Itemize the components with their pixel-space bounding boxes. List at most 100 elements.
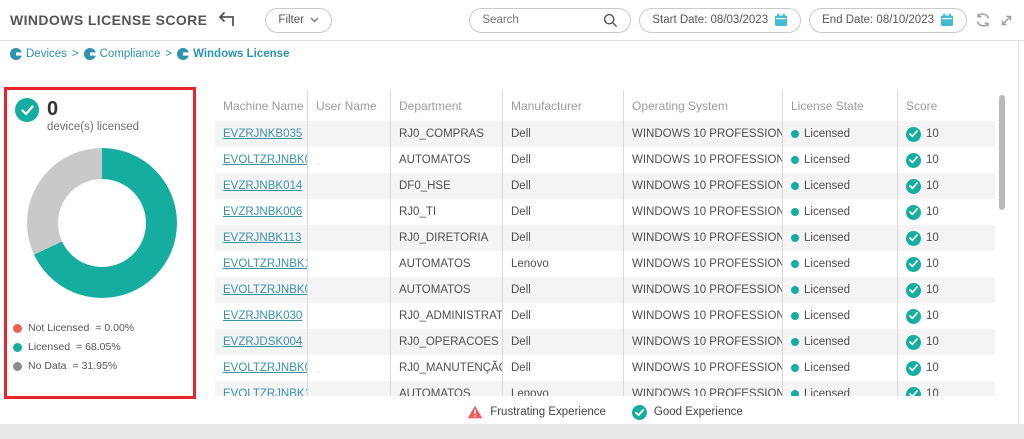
license-state-cell: Licensed [782, 329, 897, 355]
breadcrumb-label: Windows License [193, 48, 290, 60]
score-text: 10 [926, 284, 939, 296]
page-title: WINDOWS LICENSE SCORE [10, 12, 208, 28]
operating-system-cell: WINDOWS 10 PROFESSIONAL [623, 277, 782, 303]
score-text: 10 [926, 310, 939, 322]
score-text: 10 [926, 154, 939, 166]
table-row: EVZRJNBK006 RJ0_TI Dell WINDOWS 10 PROFE… [215, 199, 995, 225]
start-date-button[interactable]: Start Date: 08/03/2023 [639, 7, 802, 33]
back-arrow-icon[interactable] [217, 11, 237, 29]
score-check-icon [906, 386, 921, 396]
operating-system-cell: WINDOWS 10 PROFESSIONAL [623, 147, 782, 173]
machine-name-link[interactable]: EVZRJNBK030 [223, 310, 303, 322]
start-date-label: Start Date: 08/03/2023 [652, 14, 769, 26]
breadcrumb-label: Compliance [99, 48, 161, 60]
warning-triangle-icon [467, 405, 483, 419]
license-state-text: Licensed [804, 128, 851, 140]
manufacturer-cell: Lenovo [502, 251, 623, 277]
table-row: EVZRJNBK113 RJ0_DIRETORIA Dell WINDOWS 1… [215, 225, 995, 251]
table-scrollbar [999, 95, 1005, 395]
score-check-icon [906, 256, 921, 272]
legend-label: Licensed [28, 341, 71, 353]
manufacturer-cell: Dell [502, 173, 623, 199]
machine-name-link[interactable]: EVZRJNBK113 [223, 232, 302, 244]
filter-button[interactable]: Filter [265, 7, 332, 33]
department-cell: RJ0_OPERACOES [390, 329, 502, 355]
license-state-cell: Licensed [782, 303, 897, 329]
license-state-text: Licensed [804, 180, 851, 192]
score-cell: 10 [897, 147, 995, 173]
machine-name-link[interactable]: EVZRJNBK014 [223, 180, 303, 192]
frustrating-experience-item: Frustrating Experience [467, 405, 606, 419]
manufacturer-cell: Dell [502, 121, 623, 147]
score-check-icon [906, 334, 921, 350]
license-state-text: Licensed [804, 154, 851, 166]
column-header-manufacturer: Manufacturer [502, 90, 623, 121]
check-circle-icon [15, 98, 39, 122]
score-text: 10 [926, 128, 939, 140]
licensed-dot-icon [791, 338, 799, 346]
user-name-cell [307, 121, 390, 147]
machine-name-link[interactable]: EVOLTZRJNBK093 [223, 284, 307, 296]
calendar-icon [941, 13, 953, 26]
score-text: 10 [926, 180, 939, 192]
score-cell: 10 [897, 121, 995, 147]
machine-name-link[interactable]: EVZRJNBK006 [223, 206, 303, 218]
manufacturer-cell: Dell [502, 277, 623, 303]
operating-system-cell: WINDOWS 10 PROFESSIONAL [623, 303, 782, 329]
license-state-cell: Licensed [782, 277, 897, 303]
table-body: EVZRJNKB035 RJ0_COMPRAS Dell WINDOWS 10 … [215, 121, 995, 396]
license-state-text: Licensed [804, 362, 851, 374]
refresh-icon[interactable] [975, 12, 991, 28]
licensed-dot-icon [791, 208, 799, 216]
manufacturer-cell: Dell [502, 303, 623, 329]
manufacturer-cell: Dell [502, 147, 623, 173]
license-state-text: Licensed [804, 388, 851, 396]
machine-name-link[interactable]: EVOLTZRJNBK101 [223, 258, 307, 270]
table-header-row: Machine Name User Name Department Manufa… [215, 90, 995, 121]
license-state-text: Licensed [804, 206, 851, 218]
donut-legend: Not Licensed = 0.00% Licensed = 68.05% N… [13, 322, 134, 372]
legend-dot [13, 361, 22, 371]
licensed-dot-icon [791, 390, 799, 396]
licensed-count-caption: device(s) licensed [47, 121, 140, 133]
department-cell: AUTOMATOS [390, 277, 502, 303]
scrollbar-thumb[interactable] [999, 95, 1005, 210]
table-row: EVOLTZRJNBK101 AUTOMATOS Lenovo WINDOWS … [215, 251, 995, 277]
score-check-icon [906, 152, 921, 168]
user-name-cell [307, 277, 390, 303]
breadcrumb-logo-icon [83, 48, 96, 60]
score-text: 10 [926, 336, 939, 348]
end-date-button[interactable]: End Date: 08/10/2023 [809, 7, 967, 33]
operating-system-cell: WINDOWS 10 PROFESSIONAL [623, 173, 782, 199]
search-icon[interactable] [603, 13, 618, 28]
breadcrumb-item-devices[interactable]: Devices [10, 48, 67, 60]
legend-label: No Data [28, 360, 67, 372]
breadcrumb-item-compliance[interactable]: Compliance [83, 48, 161, 60]
machine-name-link[interactable]: EVZRJNKB035 [223, 128, 303, 140]
manufacturer-cell: Dell [502, 199, 623, 225]
machine-name-link[interactable]: EVOLTZRJNBK104 [223, 388, 307, 396]
license-state-cell: Licensed [782, 355, 897, 381]
score-cell: 10 [897, 329, 995, 355]
licensed-dot-icon [791, 286, 799, 294]
department-cell: RJ0_DIRETORIA [390, 225, 502, 251]
machine-name-link[interactable]: EVZRJDSK004 [223, 336, 303, 348]
license-state-cell: Licensed [782, 121, 897, 147]
licensed-dot-icon [791, 182, 799, 190]
machine-name-link[interactable]: EVOLTZRJNBK095 [223, 362, 307, 374]
department-cell: RJ0_COMPRAS [390, 121, 502, 147]
machine-name-link[interactable]: EVOLTZRJNBK041 [223, 154, 307, 166]
department-cell: RJ0_MANUTENÇÃO [390, 355, 502, 381]
search-input[interactable] [482, 14, 593, 26]
user-name-cell [307, 381, 390, 396]
score-cell: 10 [897, 173, 995, 199]
license-state-text: Licensed [804, 336, 851, 348]
expand-icon[interactable] [999, 13, 1014, 28]
good-experience-label: Good Experience [653, 406, 743, 418]
department-cell: AUTOMATOS [390, 147, 502, 173]
user-name-cell [307, 199, 390, 225]
user-name-cell [307, 251, 390, 277]
score-text: 10 [926, 388, 939, 396]
operating-system-cell: WINDOWS 10 PROFESSIONAL [623, 329, 782, 355]
breadcrumb-item-windows-license[interactable]: Windows License [177, 48, 289, 60]
